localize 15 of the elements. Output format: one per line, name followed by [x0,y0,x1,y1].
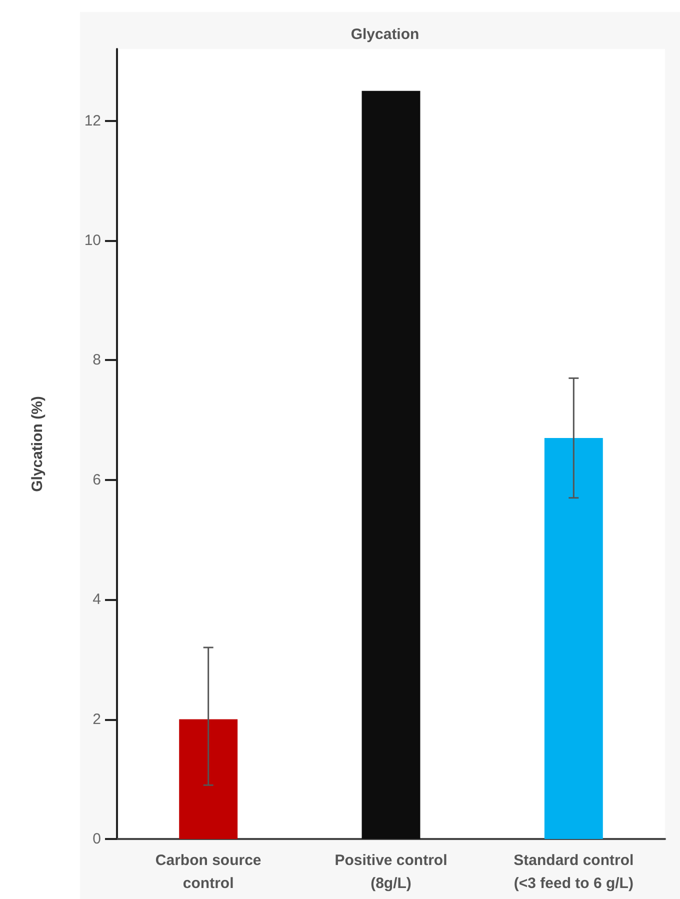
y-tick-label: 4 [92,591,101,608]
x-tick-label: Carbon source control [155,852,262,892]
y-tick-label: 10 [84,232,101,250]
y-tick-label: 12 [84,112,101,130]
bar [362,90,420,839]
x-tick-label: Standard control (<3 feed to 6 g/L) [514,852,634,892]
y-tick-label: 0 [92,830,101,848]
bar [544,438,603,839]
chart-title: Glycation [350,26,420,43]
bar [179,719,238,839]
y-tick-label: 2 [92,710,101,728]
x-tick-label: Positive control (8g/L) [334,852,448,892]
y-tick-label: 8 [92,352,101,369]
y-axis-title: Glycation (%) [29,396,46,492]
y-tick-label: 6 [92,471,101,488]
